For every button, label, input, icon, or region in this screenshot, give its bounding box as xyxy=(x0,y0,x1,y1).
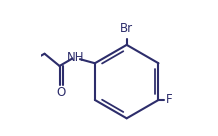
Text: NH: NH xyxy=(67,51,85,64)
Text: Br: Br xyxy=(120,22,133,35)
Text: F: F xyxy=(166,93,173,106)
Text: O: O xyxy=(56,86,66,99)
